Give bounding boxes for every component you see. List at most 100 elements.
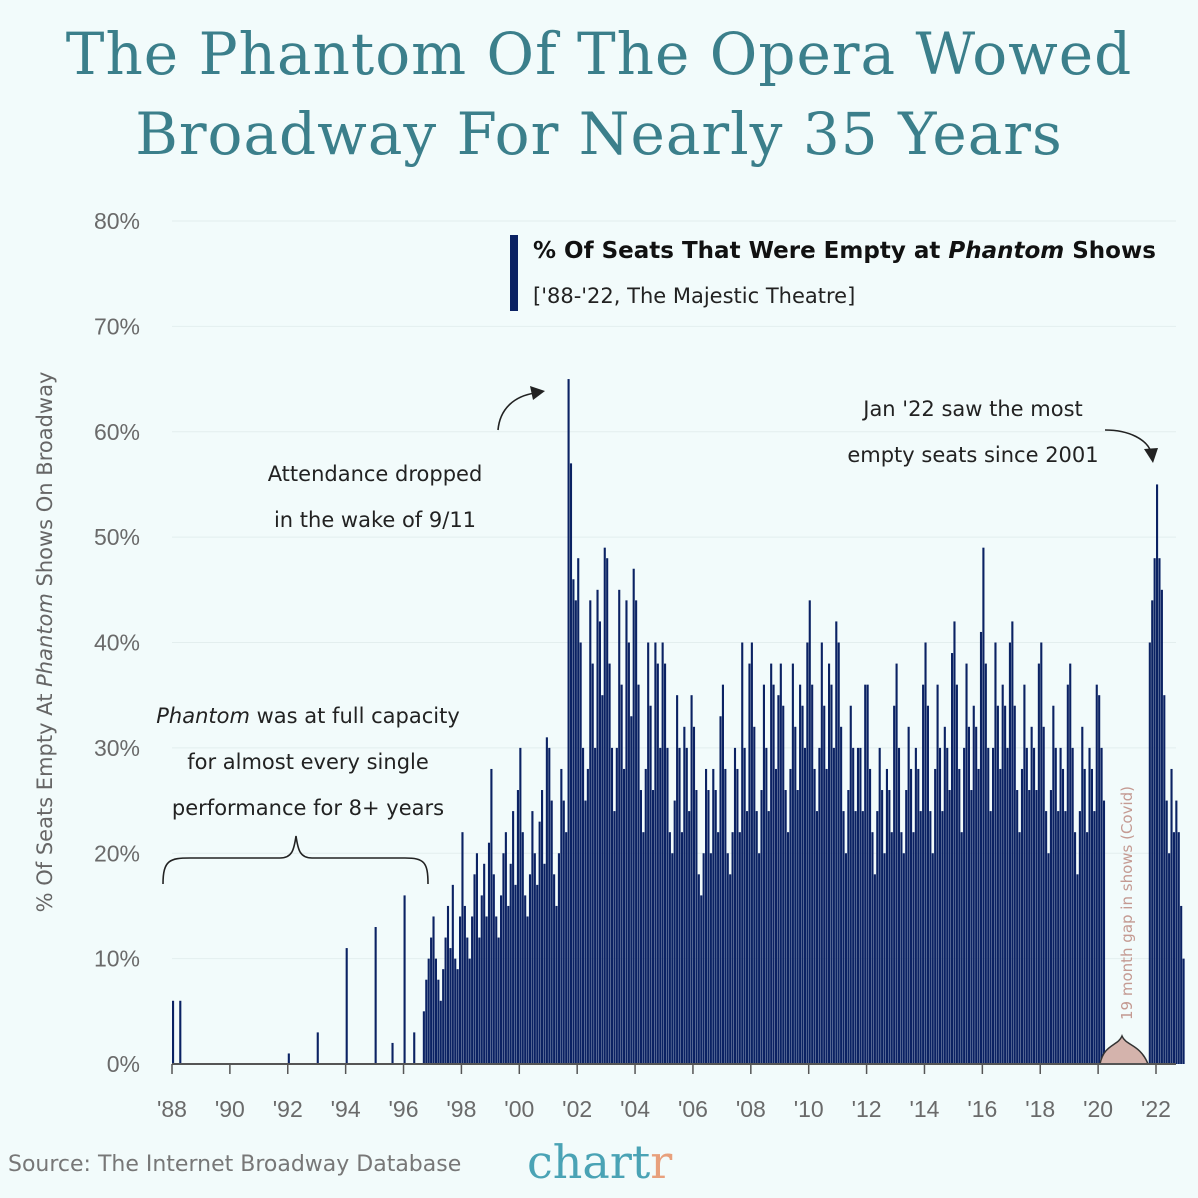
x-tick-label: '96 <box>389 1096 419 1122</box>
bar <box>883 853 886 1064</box>
bar <box>437 979 440 1064</box>
bar <box>565 832 568 1064</box>
bar <box>907 726 910 1064</box>
bar <box>538 821 541 1064</box>
x-tick-label: '22 <box>1141 1096 1171 1122</box>
bar <box>492 874 495 1064</box>
bar <box>1059 747 1062 1064</box>
source-note: Source: The Internet Broadway Database <box>8 1152 461 1177</box>
bar <box>442 969 445 1064</box>
x-tick-label: '10 <box>794 1096 824 1122</box>
bar <box>1090 768 1093 1064</box>
bar <box>287 1053 290 1064</box>
bar <box>451 884 454 1064</box>
title-line-2: Broadway For Nearly 35 Years <box>135 100 1063 168</box>
bar <box>567 379 570 1064</box>
x-tick-label: '06 <box>678 1096 708 1122</box>
bar <box>403 895 406 1064</box>
bar <box>854 811 857 1064</box>
bar <box>931 853 934 1064</box>
bar <box>548 747 551 1064</box>
svg-text:Jan '22 saw the most: Jan '22 saw the most <box>861 397 1083 421</box>
svg-text:Attendance dropped: Attendance dropped <box>268 462 483 486</box>
bar <box>608 663 611 1064</box>
bar <box>717 832 720 1064</box>
bar <box>1156 484 1159 1064</box>
bar <box>618 589 621 1064</box>
bar <box>676 695 679 1064</box>
bar <box>736 768 739 1064</box>
bar <box>958 768 961 1064</box>
bar <box>664 663 667 1064</box>
bar <box>712 768 715 1064</box>
bar <box>960 832 963 1064</box>
x-axis: '88 '90 '92 '94 '96 '98 '00 '02 '04 '06 '08 '10 '12 '… <box>157 1064 1171 1122</box>
bar <box>842 811 845 1064</box>
bar <box>1001 684 1004 1064</box>
legend-title: % Of Seats That Were Empty at Phantom Sh… <box>533 238 1156 264</box>
bar <box>934 768 937 1064</box>
bar <box>741 642 744 1064</box>
bar <box>994 642 997 1064</box>
bar <box>888 790 891 1064</box>
bar <box>656 663 659 1064</box>
y-axis-label: % Of Seats Empty At Phantom Shows On Bro… <box>33 372 57 913</box>
bar <box>589 600 592 1064</box>
bar <box>755 811 758 1064</box>
bar <box>444 937 447 1064</box>
bar <box>553 874 556 1064</box>
bar <box>789 768 792 1064</box>
bar <box>1175 800 1178 1064</box>
bar <box>885 768 888 1064</box>
bar <box>919 811 922 1064</box>
bar <box>507 905 510 1064</box>
bar <box>721 684 724 1064</box>
bar <box>1158 558 1161 1064</box>
bar <box>1168 853 1171 1064</box>
bar <box>574 600 577 1064</box>
bar <box>668 832 671 1064</box>
bar <box>603 547 606 1064</box>
bar <box>782 705 785 1064</box>
bar <box>550 800 553 1064</box>
bar <box>953 621 956 1064</box>
covid-gap-label: 19 month gap in shows (Covid) <box>1118 786 1136 1020</box>
bar <box>1180 905 1183 1064</box>
bar <box>697 874 700 1064</box>
bar <box>579 642 582 1064</box>
bar <box>707 790 710 1064</box>
x-tick-label: '88 <box>157 1096 187 1122</box>
bar <box>813 768 816 1064</box>
bar <box>762 684 765 1064</box>
bar <box>316 1032 319 1064</box>
bar <box>345 948 348 1064</box>
bar <box>1061 768 1065 1064</box>
bar <box>555 905 558 1064</box>
bar <box>685 747 688 1064</box>
gridlines <box>172 220 1176 960</box>
bar <box>1098 695 1101 1064</box>
bar <box>644 768 647 1064</box>
bar <box>828 663 831 1064</box>
bar <box>475 853 478 1064</box>
bar <box>1018 832 1021 1064</box>
bar <box>1081 726 1084 1064</box>
bar <box>654 642 657 1064</box>
arrow-icon <box>1104 429 1152 453</box>
bar <box>1035 790 1038 1064</box>
bar <box>688 811 691 1064</box>
bar <box>439 1000 442 1064</box>
y-tick-label: 40% <box>94 630 140 656</box>
x-tick-label: '04 <box>620 1096 650 1122</box>
chart-title: The Phantom Of The Opera Wowed Broadway … <box>0 14 1198 174</box>
x-tick-label: '98 <box>446 1096 476 1122</box>
bar <box>796 790 799 1064</box>
bar <box>1037 663 1040 1064</box>
bar <box>586 768 589 1064</box>
bar <box>1170 768 1173 1064</box>
bar <box>449 948 452 1064</box>
bar <box>825 768 828 1064</box>
bar <box>1030 726 1033 1064</box>
bar <box>1008 642 1011 1064</box>
bar <box>680 832 683 1064</box>
